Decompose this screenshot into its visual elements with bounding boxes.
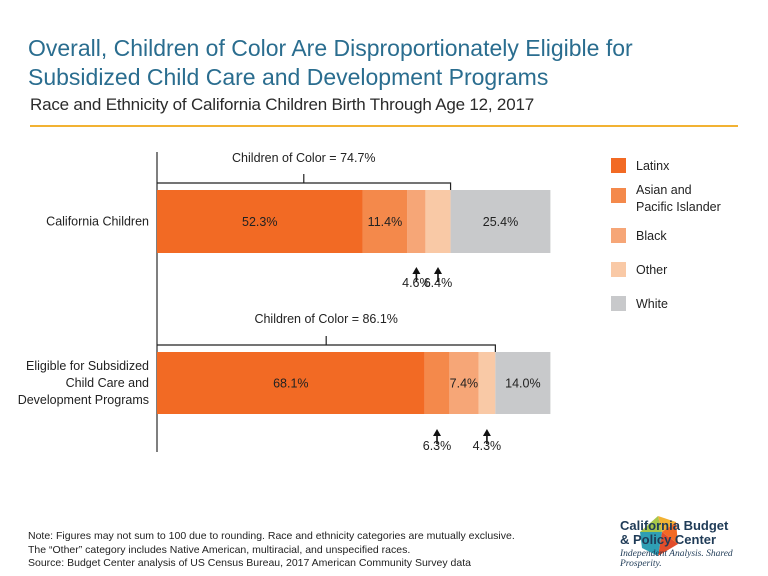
data-label: 6.3% <box>423 439 452 453</box>
legend-swatch-other <box>611 262 626 277</box>
legend-label: Other <box>636 263 667 277</box>
legend-label: Pacific Islander <box>636 200 721 214</box>
stacked-bar-chart: California Children 52.3% 11.4% 25.4%4.6%6.… <box>18 151 721 453</box>
arrow-head <box>482 429 491 436</box>
bar-segment-other <box>478 352 496 414</box>
bar-segment-other <box>425 190 451 253</box>
bar-segment-black <box>407 190 426 253</box>
bracket-line <box>157 182 452 190</box>
category-label: Child Care and <box>66 376 149 390</box>
bracket-label: Children of Color = 86.1% <box>254 312 397 326</box>
arrow-head <box>433 429 442 436</box>
category-label: Eligible for Subsidized <box>26 359 149 373</box>
legend-label: Latinx <box>636 159 670 173</box>
bar-segment-latinx <box>157 190 363 253</box>
chart-note: Note: Figures may not sum to 100 due to … <box>28 530 515 571</box>
cbpc-logo-icon <box>640 516 678 556</box>
bar-segment-asian <box>424 352 450 414</box>
bar-segment-black <box>449 352 479 414</box>
title-divider <box>30 125 738 127</box>
legend-swatch-black <box>611 228 626 243</box>
category-label: Development Programs <box>18 393 149 407</box>
arrow-head <box>433 267 442 274</box>
data-label: 25.4% <box>483 215 518 229</box>
logo-wordmark: California Budget & Policy Center Indepe… <box>620 518 768 570</box>
data-label: 4.6% <box>402 276 431 290</box>
data-label: 6.4% <box>424 276 453 290</box>
category-label: California Children <box>46 215 149 229</box>
legend-swatch-white <box>611 296 626 311</box>
data-label: 7.4% <box>450 377 479 391</box>
chart-title: Overall, Children of Color Are Dispropor… <box>28 35 633 90</box>
bar-segment-asian <box>362 190 408 253</box>
logo-name-line-1: California Budget <box>620 518 729 533</box>
chart-subtitle: Race and Ethnicity of California Childre… <box>30 95 534 114</box>
logo-tagline: Independent Analysis. Shared Prosperity. <box>620 549 733 569</box>
data-label: 52.3% <box>242 215 277 229</box>
data-label: 68.1% <box>273 377 308 391</box>
data-label: 11.4% <box>368 215 403 229</box>
note-line-2: The “Other” category includes Native Ame… <box>28 543 411 556</box>
legend-swatch-asian <box>611 188 626 203</box>
legend-label: Asian and <box>636 183 692 197</box>
data-label: 4.3% <box>473 439 502 453</box>
bracket-line <box>157 344 496 352</box>
arrow-head <box>412 267 421 274</box>
bracket-label: Children of Color = 74.7% <box>232 151 375 165</box>
bar-segment-white <box>495 352 551 414</box>
bar-segment-latinx <box>157 352 425 414</box>
data-label: 14.0% <box>505 377 540 391</box>
logo-name-line-2: & Policy Center <box>620 532 717 547</box>
legend-label: White <box>636 297 668 311</box>
note-line-1: Note: Figures may not sum to 100 due to … <box>28 530 515 542</box>
legend-label: Black <box>636 229 667 243</box>
legend-swatch-latinx <box>611 158 626 173</box>
bar-segment-white <box>450 190 551 253</box>
note-line-3: Source: Budget Center analysis of US Cen… <box>28 557 471 569</box>
